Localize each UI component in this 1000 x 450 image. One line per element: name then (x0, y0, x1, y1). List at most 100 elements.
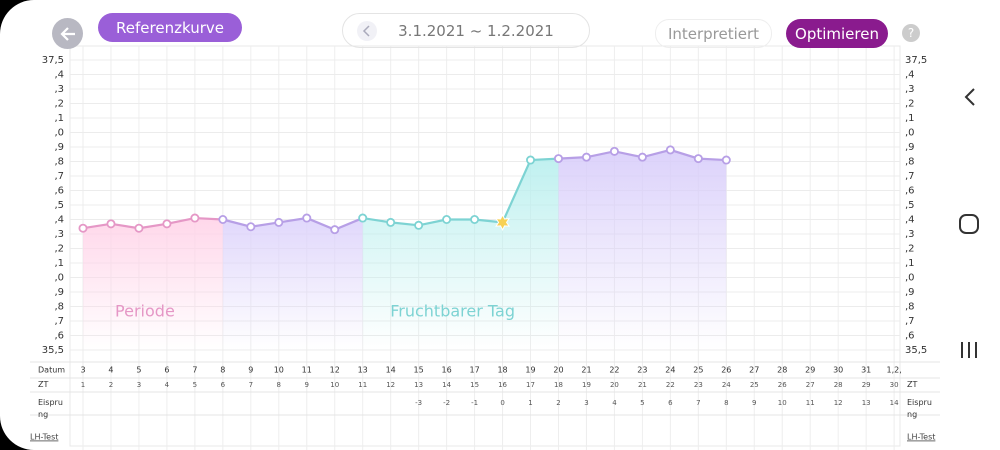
row-value: 1 (528, 399, 532, 407)
nav-back[interactable] (964, 88, 975, 106)
y-tick-label-right: ,9 (905, 142, 915, 153)
y-tick-label: ,1 (54, 113, 64, 124)
point (78, 223, 88, 233)
row-value: 5 (640, 399, 644, 407)
point (442, 214, 452, 224)
y-tick-label-right: 37,5 (905, 55, 927, 66)
x-tick-label: 5 (136, 366, 141, 375)
x-tick-label: 3 (80, 366, 85, 375)
nav-bar (959, 88, 979, 358)
back-button[interactable] (52, 18, 83, 49)
y-tick-label: ,6 (54, 186, 64, 197)
y-tick-label-right: ,1 (905, 258, 915, 269)
y-tick-label-right: ,2 (905, 244, 915, 255)
reference-button[interactable]: Referenzkurve (98, 13, 242, 42)
x-tick-label: 1,2, (886, 366, 901, 375)
y-tick-label-right: ,2 (905, 99, 915, 110)
row-value: 12 (834, 399, 843, 407)
nav-home[interactable] (959, 214, 979, 234)
point (218, 214, 228, 224)
y-tick-label: 37,5 (42, 55, 64, 66)
row-value: 22 (666, 381, 675, 389)
y-tick-label-right: ,7 (905, 171, 915, 182)
lh-label: LH-Test (30, 433, 58, 442)
phase-line (222, 216, 364, 231)
y-tick-label: 35,5 (42, 345, 64, 356)
back-icon (59, 26, 75, 41)
row-value: 14 (890, 399, 899, 407)
y-tick-label: ,2 (54, 99, 64, 110)
row-value: 17 (526, 381, 535, 389)
row-value: 8 (724, 399, 728, 407)
y-tick-label: ,5 (54, 200, 64, 211)
x-tick-label: 26 (721, 366, 731, 375)
point (414, 220, 424, 230)
point (358, 213, 368, 223)
date-range[interactable]: 3.1.2021 ~ 1.2.2021 (342, 13, 590, 48)
row-label-right: Eisprung (907, 398, 932, 419)
ovulation-marker (495, 213, 511, 232)
phase-area (222, 218, 363, 350)
y-tick-label: ,3 (54, 229, 64, 240)
row-value: 3 (584, 399, 588, 407)
phase-line (82, 216, 223, 230)
row-value: 2 (109, 381, 113, 389)
nav-recent[interactable] (961, 342, 977, 358)
y-tick-label-right: ,8 (905, 157, 915, 168)
x-tick-label: 24 (665, 366, 675, 375)
phase-label: Fruchtbarer Tag (390, 302, 515, 321)
help-button[interactable]: ? (902, 24, 920, 42)
y-tick-label-right: ,3 (905, 229, 915, 240)
row-value: -2 (443, 399, 450, 407)
interpreted-button[interactable]: Interpretiert (655, 19, 772, 48)
x-tick-label: 27 (749, 366, 759, 375)
row-value: 3 (137, 381, 141, 389)
row-value: 30 (890, 381, 899, 389)
date-range-text: 3.1.2021 ~ 1.2.2021 (398, 21, 554, 40)
point (274, 217, 284, 227)
row-value: 13 (862, 399, 871, 407)
y-tick-label: ,7 (54, 171, 64, 182)
row-value: 13 (414, 381, 423, 389)
row-value: 6 (668, 399, 673, 407)
y-tick-label: ,4 (54, 215, 64, 226)
row-value: 9 (305, 381, 309, 389)
row-value: 8 (277, 381, 281, 389)
y-tick-label-right: ,4 (905, 70, 915, 81)
x-tick-label: 15 (414, 366, 424, 375)
row-value: 27 (806, 381, 815, 389)
row-value: 11 (358, 381, 367, 389)
x-tick-label: 20 (553, 366, 563, 375)
date-icon (357, 21, 377, 41)
point (162, 219, 172, 229)
x-tick-label: 31 (861, 366, 871, 375)
row-value: 18 (554, 381, 563, 389)
row-value: 10 (330, 381, 339, 389)
row-value: 26 (778, 381, 787, 389)
x-tick-label: 7 (192, 366, 197, 375)
y-tick-label-right: 35,5 (905, 345, 927, 356)
x-tick-label: 9 (248, 366, 253, 375)
point (470, 214, 480, 224)
y-tick-label-right: ,1 (905, 113, 915, 124)
x-tick-label: 22 (609, 366, 619, 375)
phase-area (558, 149, 727, 350)
y-tick-label-right: ,8 (905, 302, 915, 313)
x-tick-label: 8 (220, 366, 225, 375)
point (190, 213, 200, 223)
row-label-right: ZT (907, 380, 918, 389)
point (386, 217, 396, 227)
row-value: 16 (498, 381, 507, 389)
optimize-button[interactable]: Optimieren (786, 19, 888, 48)
x-tick-label: 13 (358, 366, 368, 375)
y-tick-label-right: ,6 (905, 331, 915, 342)
row-value: 7 (249, 381, 253, 389)
y-tick-label-right: ,6 (905, 186, 915, 197)
x-tick-label: 25 (693, 366, 703, 375)
x-tick-label: 30 (833, 366, 843, 375)
y-tick-label: ,0 (54, 128, 64, 139)
point (693, 154, 703, 164)
row-value: 9 (752, 399, 756, 407)
row-value: 19 (582, 381, 591, 389)
phase-line (362, 157, 559, 227)
